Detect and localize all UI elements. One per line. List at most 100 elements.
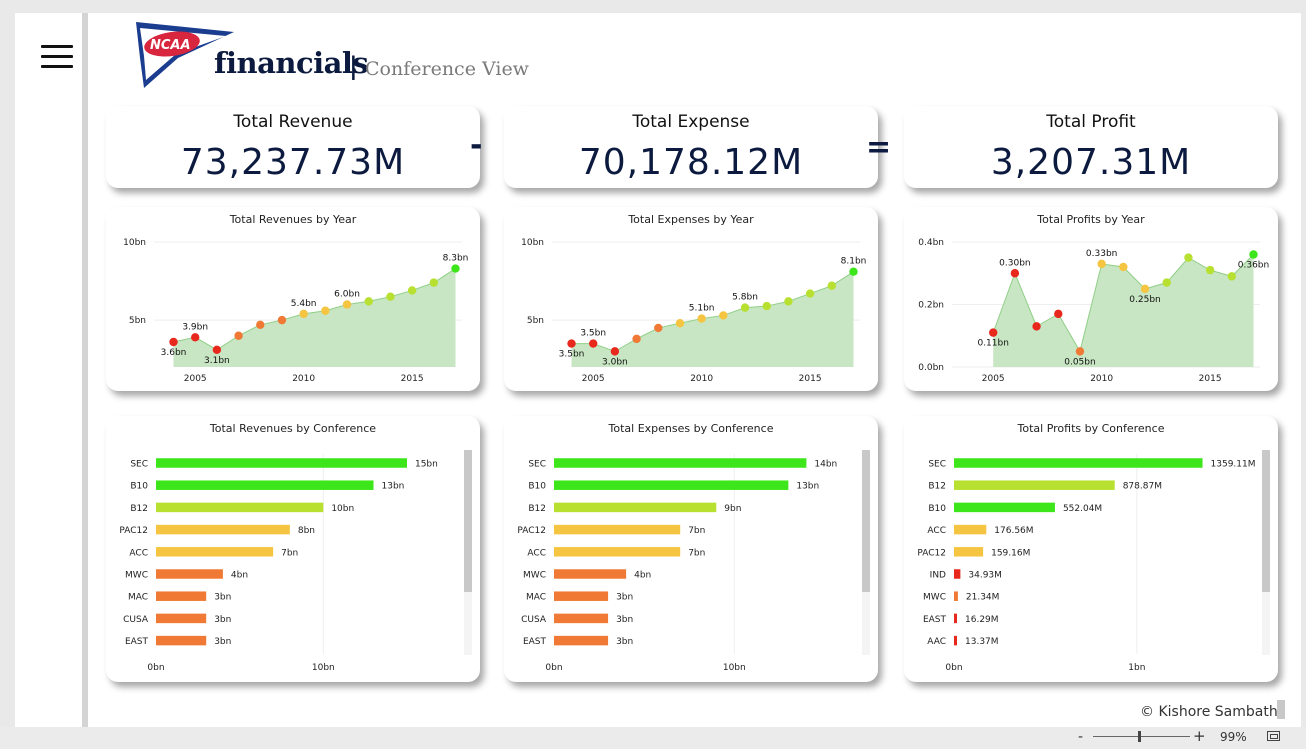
data-label: 13.37M	[965, 637, 999, 647]
zoom-slider-track[interactable]	[1093, 736, 1190, 737]
kpi-label: Total Revenue	[233, 112, 353, 132]
zoom-slider-thumb[interactable]	[1138, 731, 1141, 742]
data-point	[610, 347, 620, 356]
x-tick-label: 10bn	[312, 663, 335, 673]
data-point	[212, 345, 222, 355]
chart-title: Total Profits by Conference	[1017, 422, 1165, 435]
data-point	[299, 309, 308, 319]
data-point	[740, 303, 750, 312]
data-point	[1162, 278, 1171, 287]
page-scrollbar[interactable]	[1277, 700, 1285, 719]
data-point	[407, 286, 417, 295]
data-label: 3.5bn	[559, 350, 585, 360]
kpi-card-expense[interactable]: Total Expense 70,178.12M	[504, 106, 878, 188]
data-point	[805, 289, 815, 298]
category-label: PAC12	[119, 526, 148, 536]
bar	[156, 547, 274, 557]
chart-title: Total Expenses by Year	[628, 213, 754, 226]
data-label: 9bn	[724, 504, 741, 514]
chart-title: Total Profits by Year	[1037, 213, 1145, 226]
bar	[954, 613, 957, 624]
data-point	[342, 300, 352, 309]
y-tick-label: 10bn	[123, 238, 146, 248]
category-label: ACC	[129, 548, 148, 558]
bar	[554, 569, 627, 579]
x-tick-label: 2015	[401, 374, 424, 384]
data-point	[1140, 284, 1150, 294]
minus-operator: -	[470, 128, 483, 163]
bar	[954, 569, 961, 579]
x-tick-label: 2005	[582, 374, 605, 384]
data-label: 7bn	[281, 548, 298, 558]
bar	[156, 502, 324, 513]
category-label: B10	[528, 482, 546, 492]
data-label: 0.05bn	[1064, 357, 1095, 367]
bar	[156, 591, 207, 601]
data-point	[632, 334, 641, 344]
data-point	[386, 292, 395, 301]
kpi-card-profit[interactable]: Total Profit 3,207.31M	[904, 106, 1278, 188]
expenses-by-year-card[interactable]: Total Expenses by Year 5bn 10bn 2005 2010 20…	[504, 207, 878, 391]
data-point	[989, 328, 998, 337]
bar	[954, 458, 1203, 468]
category-label: MWC	[523, 571, 546, 581]
bar	[554, 480, 789, 490]
data-label: 3bn	[616, 593, 633, 603]
fit-to-page-icon[interactable]	[1267, 731, 1280, 741]
data-label: 0.25bn	[1129, 295, 1160, 305]
data-label: 0.33bn	[1086, 249, 1117, 259]
kpi-card-revenue[interactable]: Total Revenue 73,237.73M	[106, 106, 480, 188]
data-label: 8bn	[298, 526, 315, 536]
svg-text:NCAA: NCAA	[150, 38, 191, 53]
category-label: B10	[928, 504, 946, 514]
data-point	[277, 315, 287, 325]
bar	[954, 635, 957, 646]
data-label: 0.36bn	[1238, 261, 1269, 271]
data-label: 878.87M	[1123, 482, 1162, 492]
bar	[554, 591, 609, 601]
x-tick-label: 0bn	[545, 663, 562, 673]
data-label: 3.9bn	[182, 322, 208, 332]
category-label: ACC	[527, 548, 546, 558]
bar	[554, 635, 609, 646]
zoom-in-button[interactable]: +	[1193, 727, 1206, 745]
revenues-by-year-card[interactable]: Total Revenues by Year 5bn 10bn 2005 2010 20…	[106, 207, 480, 391]
profits-by-year-card[interactable]: Total Profits by Year 0.0bn 0.2bn 0.4bn 200…	[904, 207, 1278, 391]
category-label: SEC	[928, 460, 946, 470]
bar	[954, 502, 1055, 513]
data-label: 4bn	[231, 571, 248, 581]
area-fill	[571, 271, 854, 367]
scrollbar-thumb	[464, 450, 472, 592]
copyright-text: © Kishore Sambath	[1140, 704, 1278, 720]
data-point	[1010, 269, 1020, 278]
bar	[156, 524, 290, 535]
menu-icon[interactable]	[41, 45, 73, 69]
bar	[554, 613, 609, 624]
category-label: ACC	[927, 526, 946, 536]
data-label: 3bn	[616, 615, 633, 625]
data-point	[429, 278, 439, 287]
zoom-out-button[interactable]: -	[1078, 729, 1084, 745]
data-label: 176.56M	[994, 526, 1033, 536]
data-label: 13bn	[796, 482, 819, 492]
data-point	[451, 264, 460, 273]
kpi-value: 73,237.73M	[180, 142, 406, 183]
profits-by-conference-card[interactable]: Total Profits by Conference 0bn 1bn SEC 135…	[904, 416, 1278, 682]
category-label: B12	[130, 504, 148, 514]
revenues-by-conference-card[interactable]: Total Revenues by Conference 0bn 10bn SEC 1…	[106, 416, 480, 682]
y-tick-label: 5bn	[129, 316, 146, 326]
equals-operator: =	[866, 130, 892, 165]
chart-title: Total Expenses by Conference	[608, 422, 774, 435]
data-point	[762, 301, 771, 311]
x-tick-label: 2010	[1090, 374, 1113, 384]
data-label: 7bn	[688, 548, 705, 558]
data-point	[675, 319, 685, 328]
bar	[554, 502, 717, 513]
title-separator: |	[349, 51, 358, 80]
revenues-by-year-chart: 5bn 10bn 2005 2010 2015 3.6bn 3.9bn 3.1bn 5.4bn 6…	[123, 238, 468, 384]
bar	[156, 613, 207, 624]
data-label: 5.1bn	[689, 304, 715, 314]
expenses-by-conference-card[interactable]: Total Expenses by Conference 0bn 10bn SEC 1…	[504, 416, 878, 682]
data-point	[1184, 253, 1193, 262]
category-label: EAST	[923, 615, 947, 625]
